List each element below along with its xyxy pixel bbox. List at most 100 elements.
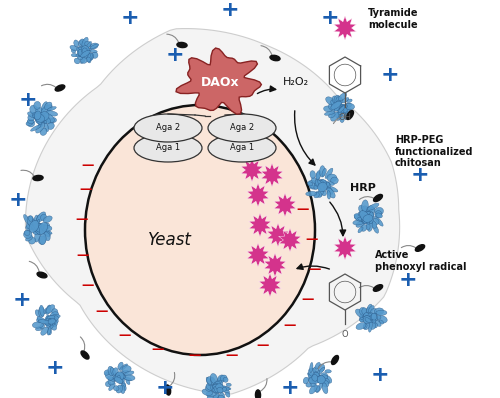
Ellipse shape — [90, 49, 97, 53]
Ellipse shape — [214, 394, 218, 398]
Text: +: + — [156, 378, 174, 398]
Ellipse shape — [42, 102, 48, 112]
Ellipse shape — [82, 37, 88, 47]
Ellipse shape — [76, 46, 89, 54]
Ellipse shape — [116, 385, 122, 393]
Ellipse shape — [122, 383, 126, 391]
Ellipse shape — [340, 106, 347, 113]
Ellipse shape — [306, 191, 316, 196]
Ellipse shape — [326, 186, 333, 194]
Ellipse shape — [34, 117, 42, 125]
Ellipse shape — [368, 306, 374, 312]
Ellipse shape — [319, 186, 326, 190]
Ellipse shape — [218, 375, 225, 383]
Ellipse shape — [30, 225, 40, 234]
Polygon shape — [266, 223, 289, 247]
Ellipse shape — [222, 386, 231, 390]
Ellipse shape — [322, 190, 326, 196]
Ellipse shape — [79, 51, 89, 57]
Ellipse shape — [208, 134, 276, 162]
Text: —: — — [82, 158, 94, 172]
Ellipse shape — [311, 374, 320, 382]
Ellipse shape — [328, 186, 338, 192]
Ellipse shape — [134, 114, 202, 142]
Ellipse shape — [308, 368, 316, 376]
Ellipse shape — [364, 315, 369, 323]
Ellipse shape — [327, 191, 330, 199]
Ellipse shape — [310, 185, 318, 189]
Ellipse shape — [334, 106, 340, 111]
Text: Aga 2: Aga 2 — [230, 123, 254, 133]
Ellipse shape — [33, 113, 44, 119]
Text: Aga 1: Aga 1 — [156, 144, 180, 152]
Ellipse shape — [47, 122, 54, 129]
Ellipse shape — [360, 318, 365, 322]
Ellipse shape — [28, 112, 38, 118]
Ellipse shape — [120, 379, 126, 387]
Text: Tyramide
molecule: Tyramide molecule — [368, 8, 418, 29]
Ellipse shape — [52, 118, 57, 122]
Ellipse shape — [330, 177, 338, 184]
Ellipse shape — [316, 371, 320, 381]
Ellipse shape — [37, 222, 48, 235]
Ellipse shape — [213, 386, 220, 390]
Ellipse shape — [134, 134, 202, 162]
Ellipse shape — [318, 180, 324, 187]
Text: +: + — [370, 365, 390, 385]
Ellipse shape — [122, 366, 131, 373]
Ellipse shape — [47, 107, 56, 111]
Polygon shape — [26, 29, 400, 394]
Ellipse shape — [336, 96, 342, 105]
Ellipse shape — [40, 114, 45, 117]
Ellipse shape — [206, 391, 216, 396]
Ellipse shape — [50, 319, 58, 327]
Ellipse shape — [368, 203, 379, 210]
Ellipse shape — [340, 104, 347, 107]
Ellipse shape — [202, 389, 212, 396]
Ellipse shape — [38, 307, 44, 317]
Ellipse shape — [324, 106, 332, 112]
Ellipse shape — [110, 367, 116, 377]
Ellipse shape — [44, 308, 47, 314]
Ellipse shape — [81, 52, 84, 57]
Ellipse shape — [326, 188, 335, 198]
Ellipse shape — [46, 317, 51, 328]
Ellipse shape — [374, 285, 382, 291]
Text: +: + — [46, 358, 64, 378]
Ellipse shape — [34, 111, 41, 120]
Ellipse shape — [114, 375, 126, 379]
Ellipse shape — [38, 115, 50, 124]
Ellipse shape — [313, 378, 319, 383]
Ellipse shape — [347, 99, 352, 103]
Text: —: — — [257, 339, 269, 351]
Ellipse shape — [32, 322, 44, 328]
Ellipse shape — [256, 390, 260, 398]
Ellipse shape — [373, 320, 381, 326]
Text: —: — — [82, 279, 94, 291]
Ellipse shape — [376, 213, 382, 218]
Text: HRP-PEG
functionalized
chitosan: HRP-PEG functionalized chitosan — [395, 135, 473, 168]
Ellipse shape — [360, 314, 366, 320]
Ellipse shape — [120, 385, 125, 394]
Ellipse shape — [328, 103, 337, 111]
Ellipse shape — [361, 212, 374, 220]
Ellipse shape — [370, 322, 376, 330]
Ellipse shape — [340, 107, 344, 113]
Ellipse shape — [126, 379, 130, 384]
Ellipse shape — [48, 319, 56, 324]
Ellipse shape — [87, 53, 93, 60]
Ellipse shape — [312, 178, 316, 183]
Ellipse shape — [36, 310, 41, 317]
Ellipse shape — [360, 317, 364, 322]
Ellipse shape — [218, 395, 224, 398]
Ellipse shape — [362, 206, 368, 216]
Ellipse shape — [78, 54, 83, 60]
Ellipse shape — [358, 205, 367, 217]
Ellipse shape — [40, 112, 49, 121]
Ellipse shape — [316, 170, 321, 179]
Ellipse shape — [315, 181, 320, 186]
Ellipse shape — [354, 214, 365, 221]
Ellipse shape — [322, 182, 330, 187]
Ellipse shape — [308, 376, 314, 382]
Ellipse shape — [314, 386, 320, 392]
